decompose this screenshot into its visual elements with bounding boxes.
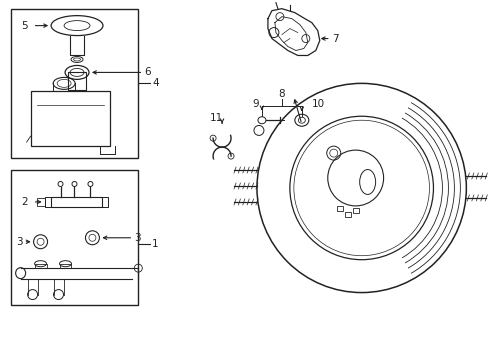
- Bar: [50, 197, 102, 207]
- Text: 10: 10: [311, 99, 324, 109]
- Text: 3: 3: [134, 233, 141, 243]
- Text: 2: 2: [21, 197, 28, 207]
- Bar: [68, 72, 86, 90]
- Text: 7: 7: [331, 33, 338, 44]
- Text: 8: 8: [278, 89, 285, 99]
- Text: 6: 6: [144, 67, 151, 77]
- Bar: [352, 208, 358, 213]
- Text: 9: 9: [252, 99, 259, 109]
- Bar: [11, 9, 138, 158]
- Text: 3: 3: [16, 237, 22, 247]
- Text: 1: 1: [152, 239, 159, 249]
- Text: 5: 5: [21, 21, 28, 31]
- Bar: [344, 212, 350, 217]
- Bar: [11, 170, 138, 305]
- Bar: [336, 206, 342, 211]
- Text: 4: 4: [152, 78, 159, 88]
- Bar: [37, 198, 44, 206]
- Text: 11: 11: [209, 113, 222, 123]
